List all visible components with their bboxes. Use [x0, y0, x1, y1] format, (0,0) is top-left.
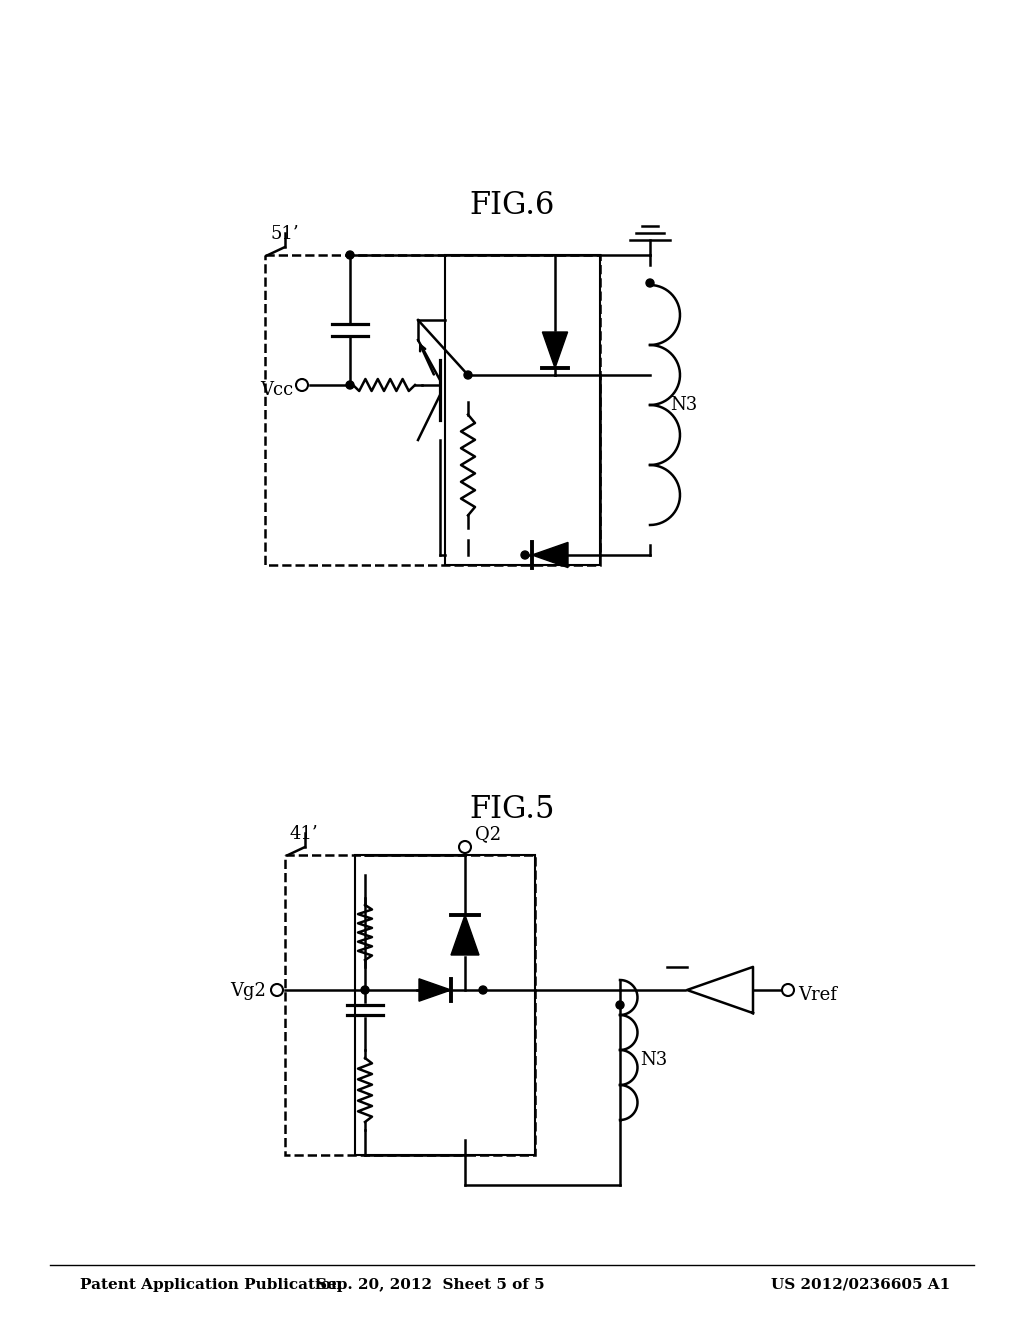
Circle shape	[464, 371, 472, 379]
Circle shape	[479, 986, 487, 994]
Text: Vref: Vref	[798, 986, 837, 1005]
Circle shape	[616, 1001, 624, 1008]
Text: 51’: 51’	[270, 224, 299, 243]
Polygon shape	[419, 979, 451, 1001]
Circle shape	[361, 986, 369, 994]
Text: 41’: 41’	[290, 825, 318, 843]
Text: Vg2: Vg2	[230, 982, 266, 1001]
Circle shape	[646, 279, 654, 286]
Text: N3: N3	[670, 396, 697, 414]
Polygon shape	[451, 915, 479, 954]
Text: Vcc: Vcc	[260, 381, 293, 399]
Text: US 2012/0236605 A1: US 2012/0236605 A1	[771, 1278, 950, 1292]
Polygon shape	[543, 333, 567, 368]
Text: Q2: Q2	[475, 825, 501, 843]
Text: N3: N3	[640, 1051, 668, 1069]
Text: Patent Application Publication: Patent Application Publication	[80, 1278, 342, 1292]
Text: FIG.6: FIG.6	[469, 190, 555, 220]
Text: FIG.5: FIG.5	[469, 795, 555, 825]
Circle shape	[346, 381, 354, 389]
Polygon shape	[532, 543, 568, 568]
Circle shape	[346, 251, 354, 259]
Circle shape	[521, 550, 529, 558]
Text: Sep. 20, 2012  Sheet 5 of 5: Sep. 20, 2012 Sheet 5 of 5	[315, 1278, 545, 1292]
